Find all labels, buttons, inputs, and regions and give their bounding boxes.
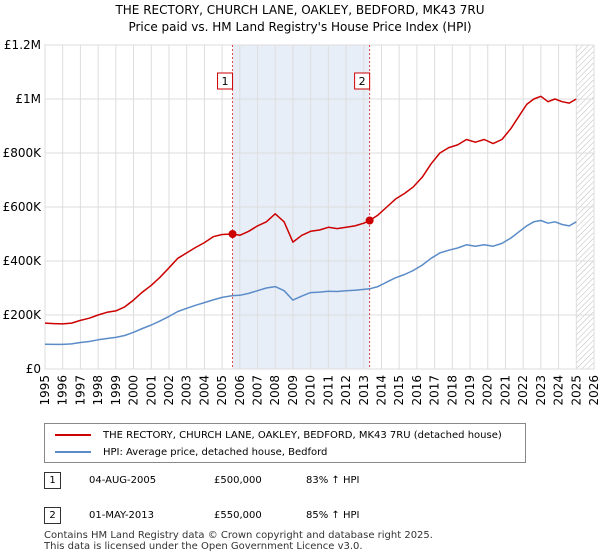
x-tick-label: 1996 <box>56 375 70 406</box>
legend: THE RECTORY, CHURCH LANE, OAKLEY, BEDFOR… <box>44 423 526 463</box>
y-axis-tick-labels: £0 £200K £400K £600K £800K £1M £1.2M <box>3 38 43 376</box>
sale-point <box>228 230 237 238</box>
sale-date: 01-MAY-2013 <box>89 510 155 521</box>
x-tick-label: 2011 <box>321 375 335 406</box>
series-lines <box>44 95 577 346</box>
sale-price: £500,000 <box>214 475 262 486</box>
x-tick-label: 2017 <box>428 375 442 406</box>
hpi-line <box>44 219 577 346</box>
sale-badge-label: 1 <box>222 75 229 88</box>
y-tick-label: £200K <box>3 308 43 322</box>
x-tick-label: 2021 <box>498 375 512 406</box>
chart-title-block: THE RECTORY, CHURCH LANE, OAKLEY, BEDFOR… <box>0 2 600 36</box>
legend-swatch-hpi <box>55 451 91 453</box>
sale-badge-box <box>217 72 234 90</box>
gridlines <box>44 44 595 370</box>
x-tick-label: 1998 <box>91 375 105 406</box>
x-tick-label: 2013 <box>357 375 371 406</box>
x-tick-label: 1997 <box>73 375 87 406</box>
sale-badge-box <box>354 72 371 90</box>
footer-copyright: Contains HM Land Registry data © Crown c… <box>44 530 433 541</box>
chart-title: THE RECTORY, CHURCH LANE, OAKLEY, BEDFOR… <box>115 3 485 17</box>
legend-label-property: THE RECTORY, CHURCH LANE, OAKLEY, BEDFOR… <box>103 429 502 441</box>
y-tick-label: £400K <box>3 254 43 268</box>
sale-marker-lines <box>232 45 371 369</box>
legend-label-hpi: HPI: Average price, detached house, Bedf… <box>103 446 328 458</box>
x-tick-label: 1999 <box>109 375 123 406</box>
x-tick-label: 2008 <box>268 375 282 406</box>
x-tick-label: 2010 <box>304 375 318 406</box>
y-tick-label: £600K <box>3 200 43 214</box>
x-tick-label: 2016 <box>410 375 424 406</box>
x-tick-label: 2015 <box>392 375 406 406</box>
sale-badge-marker: 1 <box>217 72 234 90</box>
x-axis-tick-labels: 1995 1996 1997 1998 1999 2000 2001 2002 2003 2004… <box>38 375 600 406</box>
legend-item-hpi: HPI: Average price, detached house, Bedf… <box>55 444 327 460</box>
x-tick-label: 2007 <box>251 375 265 406</box>
y-tick-label: £0 <box>26 362 41 376</box>
sale-hpi-change: 85% ↑ HPI <box>306 510 360 521</box>
footer: Contains HM Land Registry data © Crown c… <box>44 530 433 552</box>
x-tick-label: 2004 <box>197 375 211 406</box>
x-tick-label: 2020 <box>481 375 495 406</box>
x-tick-label: 2014 <box>374 375 388 406</box>
sale-price: £550,000 <box>214 510 262 521</box>
x-tick-label: 2001 <box>144 375 158 406</box>
sale-badge-marker: 2 <box>354 72 371 90</box>
y-tick-label: £1.2M <box>4 38 41 52</box>
x-tick-label: 2025 <box>569 375 583 406</box>
x-tick-label: 2006 <box>233 375 247 406</box>
sale-point <box>365 216 374 225</box>
x-tick-label: 2019 <box>463 375 477 406</box>
x-tick-label: 2022 <box>516 375 530 406</box>
y-tick-label: £1M <box>15 92 41 106</box>
x-tick-label: 2003 <box>180 375 194 406</box>
x-tick-label: 2026 <box>587 375 600 406</box>
x-tick-label: 2009 <box>286 375 300 406</box>
x-tick-label: 2002 <box>162 375 176 406</box>
x-tick-label: 2024 <box>552 375 566 406</box>
sale-row: 1 04-AUG-2005 £500,000 83% ↑ HPI <box>44 472 544 494</box>
x-tick-label: 2023 <box>534 375 548 406</box>
x-tick-label: 2018 <box>445 375 459 406</box>
sale-badge: 2 <box>44 507 61 524</box>
sale-row: 2 01-MAY-2013 £550,000 85% ↑ HPI <box>44 507 544 529</box>
x-tick-label: 2005 <box>215 375 229 406</box>
sale-date: 04-AUG-2005 <box>89 475 157 486</box>
x-tick-label: 1995 <box>38 375 52 406</box>
sale-badge: 1 <box>44 472 61 489</box>
footer-licence: This data is licensed under the Open Gov… <box>44 541 363 552</box>
x-tick-label: 2012 <box>339 375 353 406</box>
chart-subtitle: Price paid vs. HM Land Registry's House … <box>128 20 472 34</box>
sale-points <box>228 216 374 238</box>
legend-swatch-property <box>55 434 91 436</box>
legend-item-property: THE RECTORY, CHURCH LANE, OAKLEY, BEDFOR… <box>55 427 502 443</box>
y-tick-label: £800K <box>3 146 43 160</box>
property-price-line <box>44 95 577 325</box>
sale-badge-label: 2 <box>359 75 366 88</box>
sale-hpi-change: 83% ↑ HPI <box>306 475 360 486</box>
price-chart: £0£200K£400K£600K£800K£1M£1.2M 1995 1996 1… <box>3 38 600 406</box>
x-tick-label: 2000 <box>127 375 141 406</box>
